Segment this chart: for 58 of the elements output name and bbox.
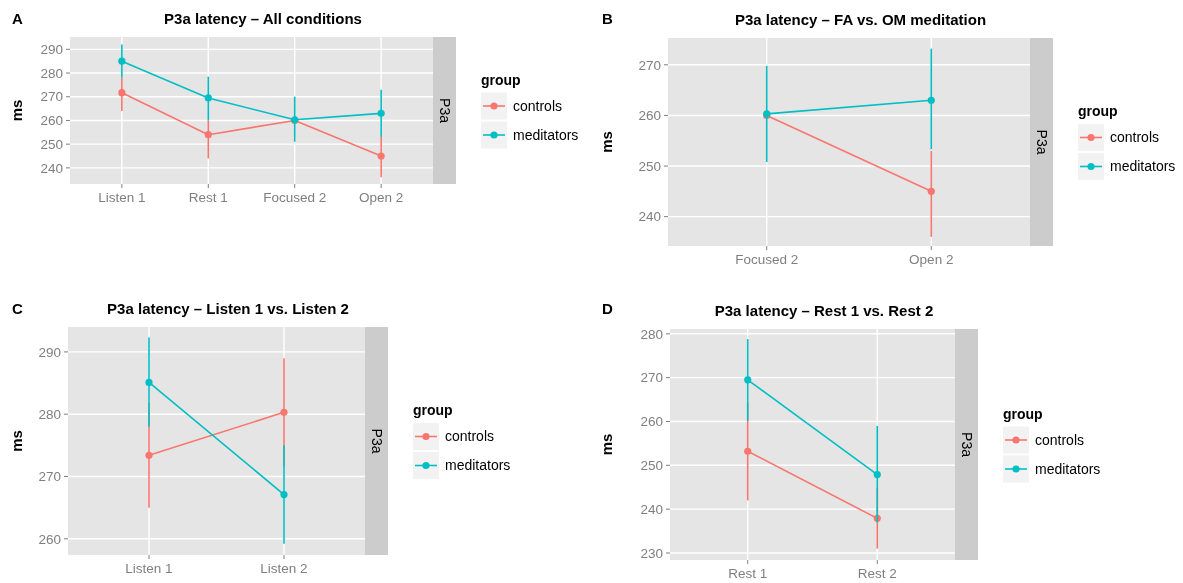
text: D [602, 300, 613, 317]
y-tick-label: 240 [638, 209, 661, 225]
legend-label: controls [1035, 431, 1085, 448]
text: P3a [1033, 129, 1050, 155]
y-tick-label: 230 [640, 545, 663, 561]
legend-title: group [1078, 103, 1118, 119]
text: C [12, 300, 23, 317]
y-tick-label: 270 [638, 57, 661, 73]
y-tick-label: 260 [638, 108, 661, 124]
legend-label: meditators [1110, 158, 1176, 175]
y-tick-label: 280 [640, 326, 663, 342]
x-tick-label: Listen 1 [125, 561, 173, 576]
legend-title: group [1003, 405, 1043, 422]
y-axis-title: ms [8, 99, 25, 122]
text: P3a [958, 432, 975, 458]
legend-label: meditators [513, 126, 579, 143]
legend-label: controls [445, 428, 495, 445]
chart-title: P3a latency – All conditions [164, 10, 362, 27]
y-tick-label: 260 [40, 113, 63, 129]
x-tick-label: Focused 2 [735, 252, 799, 267]
y-tick-label: 260 [38, 531, 61, 547]
x-tick-label: Focused 2 [263, 190, 327, 205]
x-tick-label: Listen 2 [260, 561, 308, 576]
y-tick-label: 270 [40, 89, 63, 105]
legend-label: meditators [1035, 460, 1101, 477]
y-tick-label: 240 [40, 160, 63, 176]
y-tick-label: 260 [640, 414, 663, 430]
y-tick-label: 250 [640, 458, 663, 474]
x-tick-label: Open 2 [358, 190, 404, 205]
x-tick-label: Rest 1 [728, 566, 768, 581]
y-tick-label: 270 [640, 370, 663, 386]
x-tick-label: Rest 2 [857, 566, 897, 581]
x-tick-label: Listen 1 [98, 190, 146, 205]
y-tick-label: 250 [40, 136, 63, 152]
text: P3a [436, 98, 453, 124]
x-tick-label: Open 2 [909, 252, 954, 267]
legend-label: meditators [445, 457, 511, 474]
y-tick-label: 290 [38, 344, 61, 360]
chart-title: P3a latency – Rest 1 vs. Rest 2 [714, 302, 934, 319]
legend-label: controls [513, 97, 563, 114]
y-axis-title: ms [8, 430, 25, 452]
y-tick-label: 280 [38, 406, 61, 422]
text: P3a [368, 428, 385, 454]
chart-title: P3a latency – Listen 1 vs. Listen 2 [107, 300, 349, 317]
y-axis-title: ms [598, 433, 615, 456]
y-tick-label: 270 [38, 469, 61, 485]
legend-title: group [481, 71, 521, 88]
text: B [602, 10, 613, 27]
legend-title: group [413, 402, 453, 418]
legend-label: controls [1110, 129, 1160, 146]
y-tick-label: 290 [40, 42, 63, 58]
text: A [12, 10, 23, 27]
y-tick-label: 240 [640, 501, 663, 517]
chart-title: P3a latency – FA vs. OM meditation [734, 11, 987, 28]
y-axis-title: ms [598, 131, 615, 153]
y-tick-label: 250 [638, 158, 661, 174]
x-tick-label: Rest 1 [188, 190, 228, 205]
y-tick-label: 280 [40, 65, 63, 81]
